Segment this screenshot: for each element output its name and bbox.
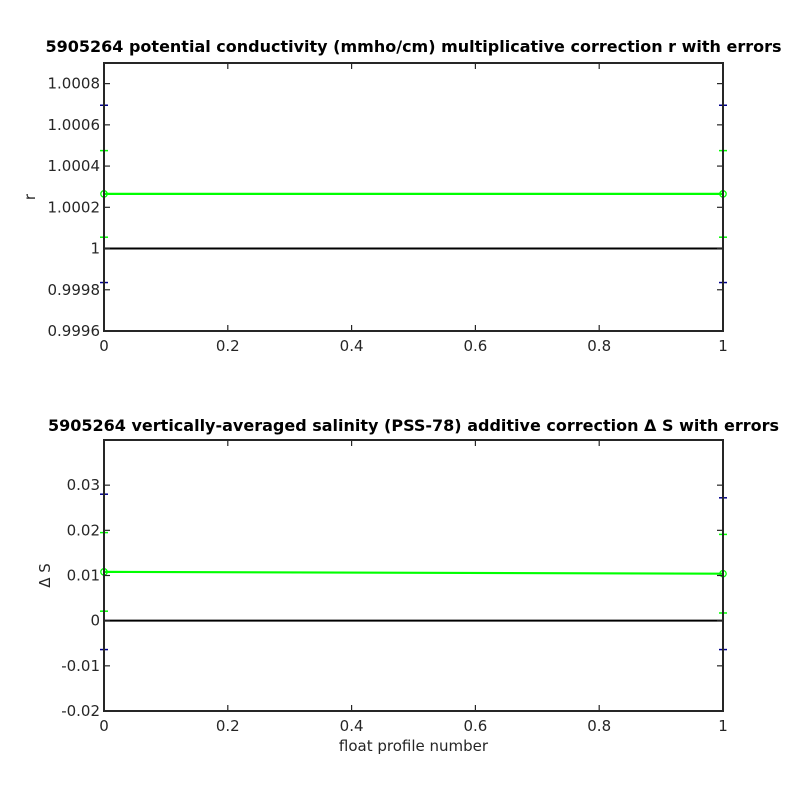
y-tick-label: 1.0008 (48, 75, 101, 93)
x-tick-label: 1 (718, 337, 728, 355)
x-tick-label: 0.2 (216, 337, 240, 355)
y-tick-label: 0.9996 (48, 322, 101, 340)
x-tick-label: 0.8 (587, 717, 611, 735)
chart-title: 5905264 potential conductivity (mmho/cm)… (45, 37, 781, 56)
x-axis-label: float profile number (339, 737, 489, 755)
salinity-correction-panel: 5905264 vertically-averaged salinity (PS… (36, 416, 779, 755)
x-tick-label: 0.4 (340, 337, 364, 355)
y-tick-label: -0.01 (61, 657, 100, 675)
y-tick-label: 0.03 (67, 476, 100, 494)
x-tick-label: 1 (718, 717, 728, 735)
x-tick-label: 0.6 (463, 717, 487, 735)
correction-line (103, 570, 724, 575)
y-tick-label: 1.0002 (48, 198, 101, 216)
y-tick-label: 0.01 (67, 567, 100, 585)
y-tick-label: 0.9998 (48, 281, 101, 299)
y-tick-label: -0.02 (61, 702, 100, 720)
y-axis-label: r (21, 193, 39, 200)
axes-box (103, 439, 724, 712)
x-tick-label: 0.6 (463, 337, 487, 355)
x-tick-label: 0.2 (216, 717, 240, 735)
x-tick-label: 0 (99, 717, 109, 735)
y-tick-label: 1 (90, 240, 100, 258)
chart-title: 5905264 vertically-averaged salinity (PS… (48, 416, 779, 435)
x-tick-label: 0 (99, 337, 109, 355)
y-tick-label: 1.0006 (48, 116, 101, 134)
x-tick-label: 0.4 (340, 717, 364, 735)
axes-box (103, 62, 724, 332)
y-tick-label: 1.0004 (48, 157, 101, 175)
conductivity-correction-panel: 5905264 potential conductivity (mmho/cm)… (21, 37, 782, 355)
x-tick-label: 0.8 (587, 337, 611, 355)
y-axis-label: Δ S (36, 563, 54, 588)
y-tick-label: 0 (90, 612, 100, 630)
y-tick-label: 0.02 (67, 521, 100, 539)
